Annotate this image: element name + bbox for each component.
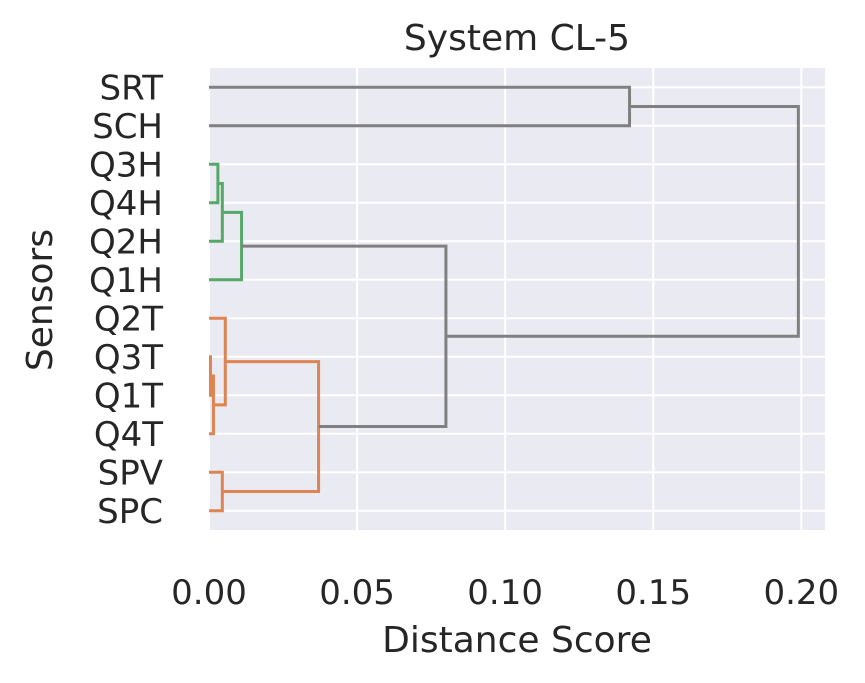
leaf-label-q1t: Q1T (94, 376, 163, 416)
leaf-label-q3t: Q3T (94, 338, 163, 378)
y-axis-label: Sensors (20, 229, 61, 371)
x-tick-label: 0.15 (615, 573, 691, 613)
leaf-label-q3h: Q3H (89, 145, 163, 185)
x-axis-label: Distance Score (382, 620, 652, 661)
leaf-label-srt: SRT (99, 68, 163, 108)
leaf-label-q2t: Q2T (94, 299, 163, 339)
x-tick-label: 0.05 (319, 573, 395, 613)
leaf-label-spc: SPC (97, 492, 163, 532)
chart-title: System CL-5 (404, 18, 630, 59)
link-n9 (241, 244, 448, 429)
x-tick-labels: 0.00 0.05 0.10 0.15 0.20 (171, 573, 839, 613)
x-tick-label: 0.00 (171, 573, 247, 613)
dendrogram-links (208, 85, 800, 513)
leaf-label-q4h: Q4H (89, 184, 163, 224)
link-n5 (209, 374, 215, 436)
plot-background (209, 68, 825, 530)
link-n6 (209, 316, 227, 407)
leaf-label-q1h: Q1H (89, 261, 163, 301)
leaf-label-q4t: Q4T (94, 415, 163, 455)
link-n10 (209, 85, 632, 128)
link-n4 (208, 355, 212, 397)
link-n11 (445, 105, 800, 338)
x-tick-label: 0.20 (763, 573, 839, 613)
leaf-label-spv: SPV (98, 453, 163, 493)
leaf-label-q2h: Q2H (89, 222, 163, 262)
leaf-label-sch: SCH (92, 107, 163, 147)
x-tick-label: 0.10 (467, 573, 543, 613)
